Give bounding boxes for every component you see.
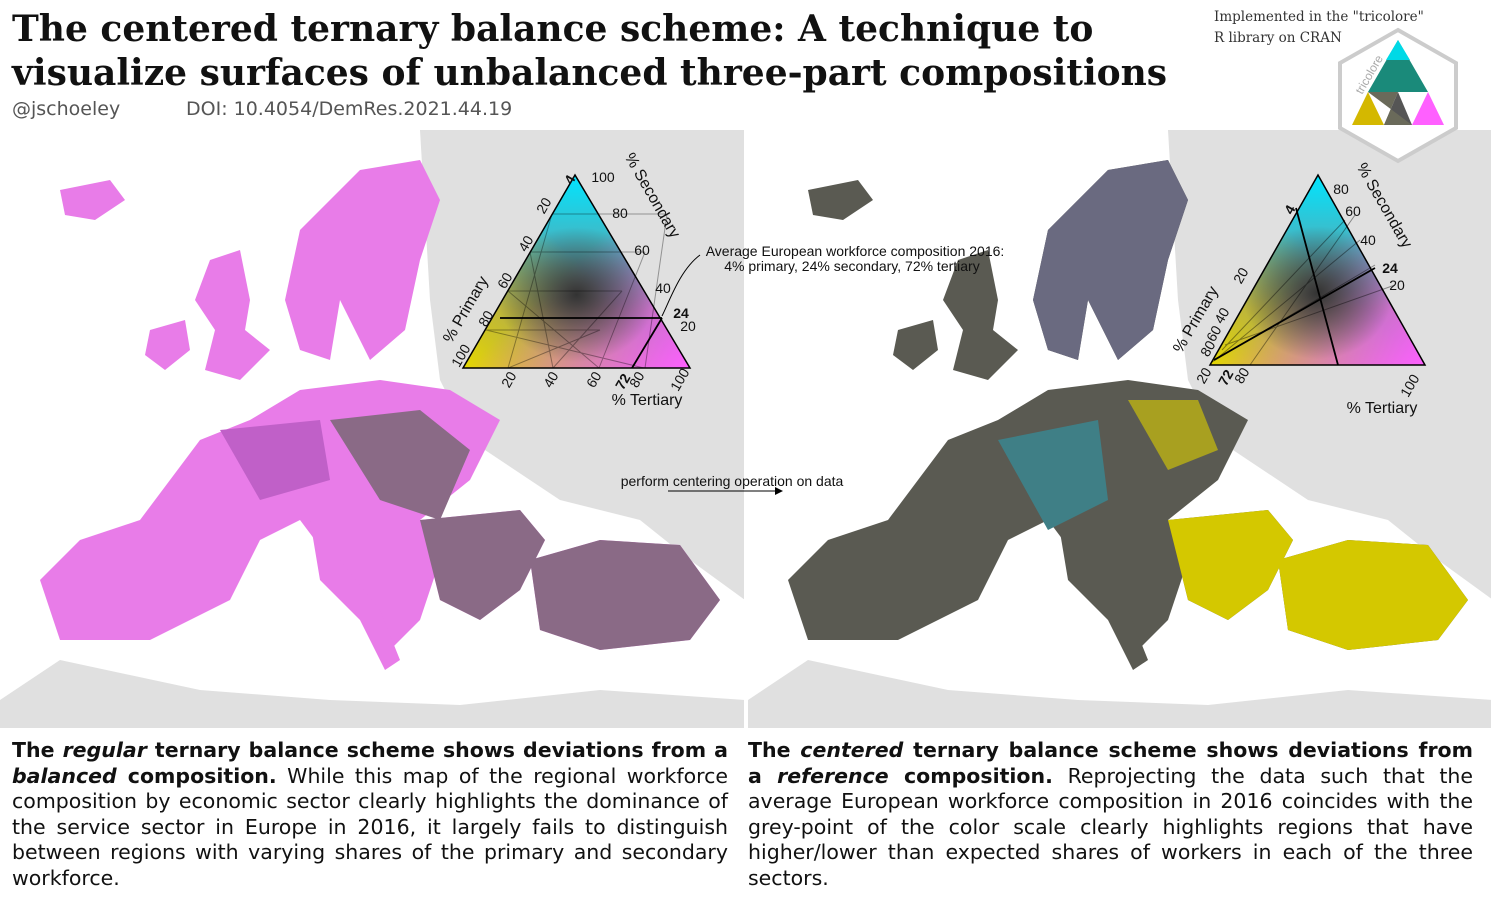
axis-title: % Tertiary [1347,400,1418,417]
regions [1168,510,1468,650]
tick-label: 40 [1211,305,1233,327]
annotation-arrow [661,254,701,317]
tick-label: 24 [1382,260,1398,276]
regions [330,410,720,650]
tick-label: 60 [583,369,605,391]
tick-label: 80 [475,308,497,330]
lead: ternary balance scheme shows deviations … [146,738,729,762]
key-fill [1210,175,1425,365]
tick-label: 80 [626,369,648,391]
tick-label: 24 [673,305,689,321]
ref-lines [500,317,663,369]
right-map [748,130,1491,728]
tick-label: 20 [680,318,696,334]
centering-arrow-head [775,487,783,495]
logo-tile [1368,40,1428,92]
body: Reprojecting the data such that the aver… [748,763,1473,890]
doi: DOI: 10.4054/DemRes.2021.44.19 [186,98,513,120]
tick-label: 20 [533,195,555,217]
emphasis: regular [62,738,147,762]
title: The centered ternary balance scheme: A t… [12,8,1094,50]
tick-label: 40 [1360,232,1376,248]
handle: @jschoeley [12,98,121,120]
left-map [0,130,745,728]
logo-tile [1368,92,1428,125]
note: Implemented in the "tricolore" [1214,9,1424,25]
regions [220,420,330,500]
annotation: 4% primary, 24% secondary, 72% tertiary [724,258,979,274]
key-outline [461,173,692,369]
tick-label: 20 [498,369,520,391]
axis-title: % Tertiary [612,392,683,409]
emphasis: reference [777,763,889,788]
ref-lines [1213,207,1376,366]
right-text: The centered ternary balance scheme show… [748,738,1473,892]
note: R library on CRAN [1214,30,1342,46]
tick-label: 40 [540,369,562,391]
tick-label: 72 [612,371,634,393]
emphasis: centered [800,738,904,762]
title: visualize surfaces of unbalanced three-p… [12,52,1168,94]
annotation: Average European workforce composition 2… [706,243,1005,259]
body: While this map of the regional workforce… [12,763,728,890]
right-key [1208,173,1427,366]
tick-label: 60 [1345,203,1361,219]
tick-label: 80 [1197,338,1219,360]
tick-label: 80 [1231,365,1253,387]
regions [998,420,1108,530]
left-text: The regular ternary balance scheme shows… [12,738,728,892]
logo-tile [1412,92,1444,125]
tick-label: 20 [1389,277,1405,293]
lead: ternary balance scheme shows deviations … [748,738,1474,788]
tick-label: 60 [494,270,516,292]
regions [1128,400,1218,470]
lead: The [748,738,801,762]
logo: tricolore [1338,27,1458,164]
lead: The [12,738,63,762]
logo-tile [1386,40,1410,60]
tick-label: 72 [1215,367,1237,389]
lead: composition. [116,763,277,788]
lead: composition. [888,763,1053,788]
tick-label: 60 [634,242,650,258]
tick-label: 60 [1203,323,1225,345]
tick-label: 20 [1193,365,1215,387]
tick-label: 100 [591,169,615,185]
key-grid [485,213,668,369]
tick-label: 80 [612,205,628,221]
key-fill [463,175,690,368]
annotation: perform centering operation on data [621,473,844,489]
emphasis: balanced [12,763,117,788]
tick-label: 80 [1333,181,1349,197]
regions [1033,160,1188,360]
logo-tile [1352,92,1384,125]
tick-label: 40 [655,280,671,296]
left-key [461,173,701,369]
tick-label: 40 [515,233,537,255]
tick-label: 20 [1230,265,1252,287]
